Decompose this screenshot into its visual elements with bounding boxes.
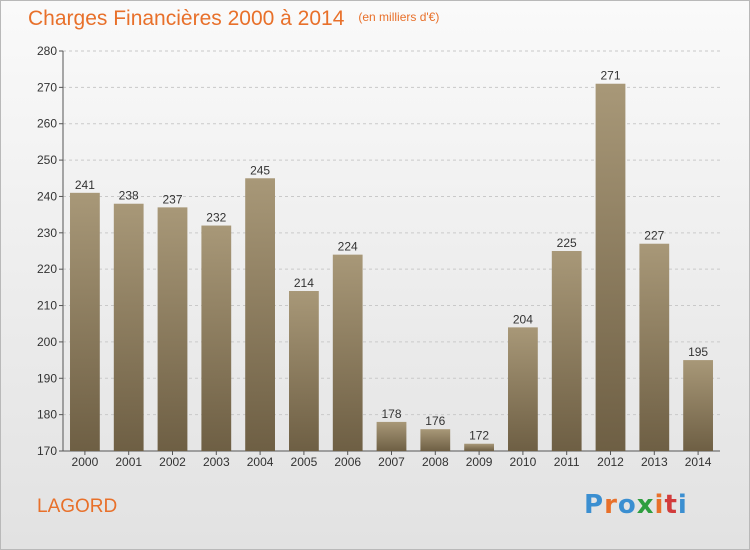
bar-value-label: 195 [688,345,708,359]
bar-value-label: 232 [206,211,226,225]
bar [245,178,275,452]
chart-title: Charges Financières 2000 à 2014 (en milli… [28,7,439,31]
y-tick-label: 240 [37,189,57,203]
x-tick-label: 2007 [378,455,405,469]
x-tick-label: 2009 [466,455,493,469]
bar [201,225,232,451]
labels: 170 180 190 200 210 220 230 240 250 260 270 280 241 2… [37,44,712,469]
bar-value-label: 245 [250,163,270,177]
bar-value-label: 227 [644,229,664,243]
y-tick-label: 220 [37,262,57,276]
y-tick-label: 280 [37,44,57,58]
y-tick-label: 190 [37,371,57,385]
y-tick-label: 250 [37,153,57,167]
bar-value-label: 238 [119,189,139,203]
y-tick-label: 260 [37,117,57,131]
bar-value-label: 241 [75,178,95,192]
bar-value-label: 204 [513,312,533,326]
chart-title-text: Charges Financières 2000 à 2014 [28,7,345,30]
bar-value-label: 224 [338,240,358,254]
x-tick-label: 2008 [422,455,449,469]
bar-value-label: 237 [162,192,182,206]
bar [70,192,100,451]
x-tick-label: 2001 [115,455,142,469]
bar [157,207,188,451]
bar [508,327,538,451]
chart-unit: (en milliers d'€) [358,10,440,24]
x-tick-label: 2013 [641,455,668,469]
x-tick-label: 2014 [685,455,712,469]
bar [289,291,319,451]
x-tick-label: 2006 [334,455,361,469]
y-tick-label: 200 [37,335,57,349]
proxiti-logo: Proxiti [584,490,688,520]
y-tick-label: 170 [37,444,57,458]
bar [113,203,144,451]
bar-value-label: 176 [425,414,445,428]
bar-value-label: 172 [469,429,489,443]
x-tick-label: 2010 [510,455,537,469]
bar [683,360,713,451]
bar-value-label: 214 [294,276,314,290]
bar [332,254,363,451]
y-tick-label: 180 [37,408,57,422]
y-tick-label: 230 [37,226,57,240]
x-tick-label: 2005 [291,455,318,469]
x-tick-label: 2000 [72,455,99,469]
bar-value-label: 225 [557,236,577,250]
bar-value-label: 178 [381,407,401,421]
x-tick-label: 2003 [203,455,230,469]
x-tick-label: 2002 [159,455,186,469]
x-tick-label: 2012 [597,455,624,469]
x-tick-label: 2011 [554,455,580,469]
y-tick-label: 270 [37,80,57,94]
bar-value-label: 271 [600,69,620,83]
bar [551,251,582,451]
bar [464,443,494,451]
y-tick-label: 210 [37,299,57,313]
commune-name: LAGORD [37,496,118,517]
bar [376,421,407,451]
bars [70,83,713,452]
bar [595,83,626,452]
bar [639,243,670,451]
x-tick-label: 2004 [247,455,274,469]
bar [420,429,451,451]
